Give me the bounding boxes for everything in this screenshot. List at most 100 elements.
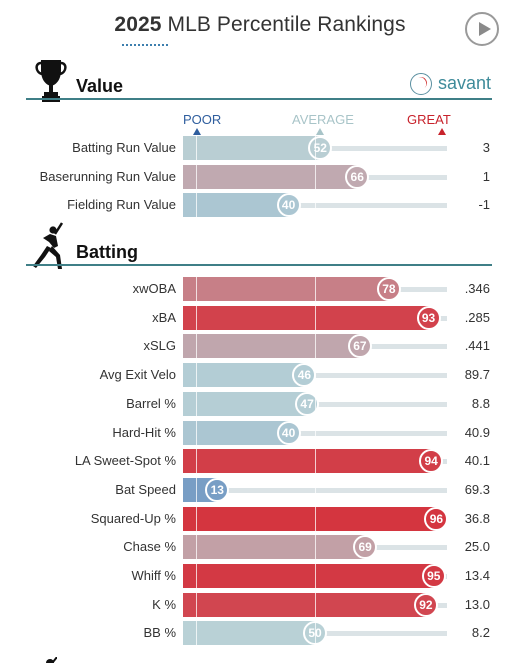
metric-row[interactable]: Baserunning Run Value 66 1 — [0, 164, 520, 190]
percentile-bubble: 52 — [308, 136, 333, 160]
metric-row[interactable]: Hard-Hit % 40 40.9 — [0, 420, 520, 446]
metric-row[interactable]: xBA 93 .285 — [0, 305, 520, 331]
scale-great-arrow — [438, 128, 446, 135]
metric-label: BB % — [143, 625, 176, 641]
percentile-bar — [183, 449, 432, 474]
metric-row[interactable]: Squared-Up % 96 36.8 — [0, 506, 520, 532]
scale-guide-line — [196, 136, 198, 219]
batting-section-title: Batting — [76, 242, 138, 262]
header: 2025 MLB Percentile Rankings — [0, 0, 520, 56]
next-section-icon — [45, 650, 58, 668]
percentile-bubble: 46 — [292, 363, 317, 388]
percentile-bubble: 96 — [424, 506, 449, 531]
savant-text: savant — [438, 73, 492, 93]
scale-guide-line — [315, 136, 316, 219]
metric-label: Whiff % — [131, 568, 176, 583]
metric-label: Squared-Up % — [90, 510, 176, 526]
percentile-bar — [183, 420, 289, 445]
metric-label: Batting Run Value — [72, 140, 176, 155]
scale-poor-label: POOR — [183, 112, 222, 127]
metric-row[interactable]: Whiff % 95 13.4 — [0, 563, 520, 589]
metric-label: K % — [152, 596, 176, 612]
percentile-bubble: 67 — [347, 334, 372, 359]
metric-value: -1 — [478, 197, 490, 212]
scale-guide-line — [315, 277, 316, 648]
baseball-icon — [410, 73, 432, 95]
metric-row[interactable]: xwOBA 78 .346 — [0, 276, 520, 302]
metric-value: .346 — [464, 281, 490, 296]
metric-row[interactable]: BB %508.2 — [0, 620, 520, 646]
percentile-bubble: 40 — [276, 420, 301, 445]
percentile-bubble: 66 — [345, 164, 370, 189]
metric-value: 69.3 — [464, 481, 490, 497]
metric-value: 8.8 — [471, 395, 490, 411]
scale-average-label: AVERAGE — [292, 112, 354, 127]
metric-label: xwOBA — [132, 281, 176, 296]
metric-row[interactable]: Avg Exit Velo 46 89.7 — [0, 362, 520, 388]
metric-row[interactable]: LA Sweet-Spot % 94 40.1 — [0, 448, 520, 474]
percentile-bar — [183, 506, 437, 531]
metric-label: Bat Speed — [115, 481, 176, 497]
metric-row[interactable]: K % 92 13.0 — [0, 592, 520, 618]
batting-section-header: Batting — [0, 222, 520, 270]
percentile-bar — [183, 363, 305, 388]
scale-poor-arrow — [193, 128, 201, 135]
percentile-bar — [183, 193, 289, 217]
metric-value: 40.1 — [464, 453, 490, 469]
metric-row[interactable]: Fielding Run Value 40 -1 — [0, 192, 520, 218]
metric-value: 3 — [482, 140, 490, 155]
percentile-bubble: 93 — [416, 305, 441, 330]
metric-label: Barrel % — [126, 395, 176, 411]
metric-row[interactable]: Batting Run Value 52 3 — [0, 135, 520, 161]
percentile-bubble: 69 — [353, 535, 378, 560]
metric-value: .285 — [464, 309, 490, 325]
percentile-bubble: 13 — [205, 477, 230, 502]
metric-value: 36.8 — [464, 510, 490, 526]
percentile-bar — [183, 164, 358, 189]
metric-row[interactable]: Barrel % 47 8.8 — [0, 391, 520, 417]
metric-value: 89.7 — [464, 367, 490, 383]
percentile-bar — [183, 136, 321, 160]
percentile-bubble: 92 — [413, 592, 438, 617]
metric-label: LA Sweet-Spot % — [74, 453, 176, 469]
metric-label: xBA — [152, 309, 176, 325]
metric-label: Chase % — [123, 539, 176, 555]
metric-value: 25.0 — [464, 539, 490, 555]
scale-great-label: GREAT — [407, 112, 451, 127]
metric-row[interactable]: Chase % 69 25.0 — [0, 534, 520, 560]
metric-value: 13.4 — [464, 568, 490, 583]
percentile-bar — [183, 334, 360, 359]
value-section-rule — [26, 98, 492, 100]
metric-value: 40.9 — [464, 424, 490, 440]
percentile-bar — [183, 305, 429, 330]
scale-average-arrow — [316, 128, 324, 135]
title-text: MLB Percentile Rankings — [167, 13, 406, 36]
metric-label: Avg Exit Velo — [99, 367, 176, 383]
play-button[interactable] — [465, 12, 499, 46]
scale-guide-line — [196, 277, 198, 648]
metric-value: .441 — [464, 338, 490, 354]
trophy-icon — [34, 58, 68, 109]
metric-value: 1 — [482, 168, 490, 184]
percentile-bubble: 78 — [376, 277, 401, 301]
metric-label: xSLG — [143, 338, 176, 354]
percentile-bar — [183, 391, 308, 416]
metric-label: Hard-Hit % — [112, 424, 176, 440]
title-year: 2025 — [114, 13, 162, 36]
percentile-bubble: 94 — [419, 449, 444, 474]
metric-label: Fielding Run Value — [67, 197, 176, 212]
metric-value: 8.2 — [471, 625, 490, 641]
title-underline — [122, 44, 168, 46]
play-icon — [479, 22, 491, 36]
batting-section-rule — [26, 264, 492, 266]
percentile-bar — [183, 592, 426, 617]
metric-label: Baserunning Run Value — [39, 168, 176, 184]
metric-row[interactable]: Bat Speed 13 69.3 — [0, 477, 520, 503]
page-title: 2025 MLB Percentile Rankings — [0, 13, 520, 37]
value-section-title: Value — [76, 76, 124, 96]
percentile-bubble: 40 — [276, 193, 301, 217]
percentile-bar — [183, 277, 389, 301]
metric-row[interactable]: xSLG 67 .441 — [0, 333, 520, 359]
batter-icon — [32, 222, 70, 277]
percentile-bar — [183, 564, 434, 588]
